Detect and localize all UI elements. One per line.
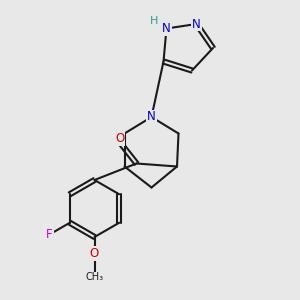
Text: H: H — [150, 16, 158, 26]
Text: F: F — [46, 228, 53, 241]
Text: O: O — [116, 132, 124, 146]
Text: N: N — [147, 110, 156, 124]
Text: O: O — [90, 247, 99, 260]
Text: CH₃: CH₃ — [85, 272, 103, 282]
Text: N: N — [192, 17, 201, 31]
Text: N: N — [162, 22, 171, 35]
